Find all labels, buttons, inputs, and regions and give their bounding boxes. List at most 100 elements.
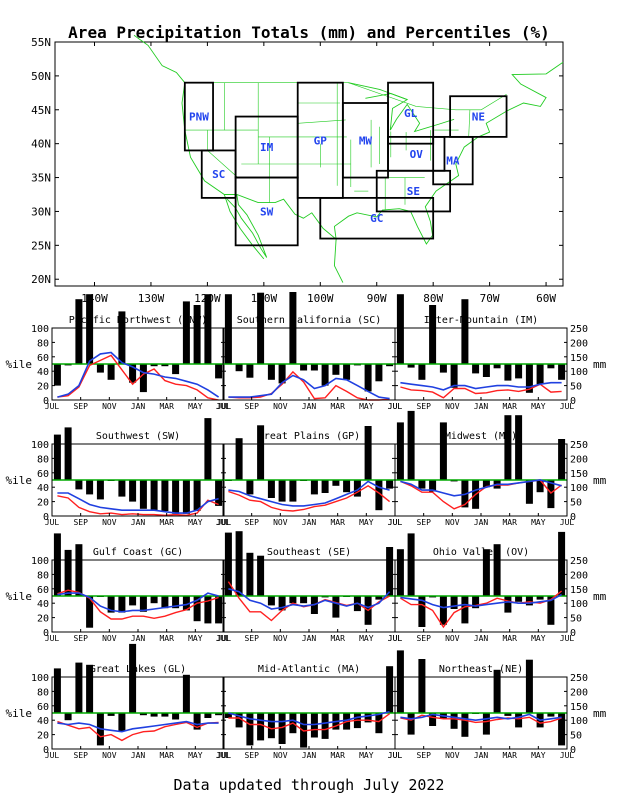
x-tick-label: JUL bbox=[216, 518, 231, 527]
map-coastlines bbox=[133, 34, 564, 283]
x-tick-label: NOV bbox=[102, 751, 117, 760]
bar bbox=[86, 596, 94, 628]
region-label-ne: NE bbox=[472, 111, 485, 124]
bar bbox=[536, 480, 544, 493]
percentile-line bbox=[228, 713, 391, 732]
bar bbox=[267, 364, 275, 380]
bar bbox=[343, 364, 351, 380]
bar bbox=[439, 596, 447, 625]
pct-tick-label: 100 bbox=[31, 556, 49, 567]
pct-tick-label: 40 bbox=[37, 483, 49, 494]
bar bbox=[504, 415, 512, 480]
region-label-ma: MA bbox=[446, 155, 460, 168]
percentile-line bbox=[57, 354, 219, 401]
pct-tick-label: 20 bbox=[37, 614, 49, 625]
x-tick-label: JAN bbox=[302, 402, 317, 411]
bar bbox=[193, 305, 201, 364]
x-tick-label: SEP bbox=[244, 751, 259, 760]
panel-0: Pacific Northwest (PNW) JUL SEP NOV JAN MAR MA… bbox=[6, 294, 232, 411]
x-tick-label: JUL bbox=[216, 402, 231, 411]
bar bbox=[204, 713, 212, 718]
x-tick-label: MAY bbox=[188, 751, 203, 760]
bar bbox=[300, 364, 308, 371]
bar bbox=[182, 301, 190, 364]
bar bbox=[396, 422, 404, 480]
bar bbox=[193, 596, 201, 622]
mm-tick-label: 100 bbox=[570, 716, 588, 727]
x-tick-label: NOV bbox=[445, 634, 460, 643]
bar bbox=[515, 713, 523, 728]
bar bbox=[53, 364, 61, 386]
region-label-gc: GC bbox=[370, 212, 383, 225]
bar bbox=[96, 480, 104, 500]
bar bbox=[310, 480, 318, 495]
bar bbox=[86, 480, 94, 495]
panel-10: Mid-Atlantic (MA) JUL SEP NOV JAN MAR MAY JUL bbox=[216, 664, 403, 760]
panel-7: Southeast (SE) JUL SEP NOV JAN MAR MAY JUL bbox=[216, 531, 402, 643]
lat-tick-label: 25N bbox=[31, 239, 51, 252]
footer-note: Data updated through July 2022 bbox=[174, 776, 445, 794]
panel-title: Mid-Atlantic (MA) bbox=[258, 664, 360, 675]
bar bbox=[547, 713, 555, 717]
region-label-pnw: PNW bbox=[189, 111, 209, 124]
mm-axis-label: mm bbox=[593, 474, 607, 487]
bar bbox=[246, 713, 254, 746]
panel-title: Southeast (SE) bbox=[267, 547, 351, 558]
x-tick-label: NOV bbox=[273, 751, 288, 760]
x-tick-label: JAN bbox=[131, 634, 146, 643]
panel-title: Southwest (SW) bbox=[96, 431, 180, 442]
x-tick-label: NOV bbox=[102, 518, 117, 527]
bar bbox=[289, 480, 297, 502]
mm-tick-label: 0 bbox=[570, 628, 576, 639]
precip-line bbox=[57, 351, 220, 398]
pct-axis-label: %ile bbox=[6, 358, 33, 371]
lat-tick-label: 55N bbox=[31, 36, 51, 49]
pct-tick-label: 80 bbox=[37, 338, 49, 349]
x-tick-label: NOV bbox=[273, 634, 288, 643]
bar bbox=[493, 669, 501, 713]
bar bbox=[439, 422, 447, 480]
bar bbox=[461, 713, 469, 737]
region-box-ma bbox=[432, 135, 474, 186]
region-box-pnw bbox=[183, 81, 214, 152]
coastline bbox=[181, 61, 564, 245]
mm-tick-label: 200 bbox=[570, 687, 588, 698]
x-tick-label: JAN bbox=[474, 518, 489, 527]
mm-tick-label: 0 bbox=[570, 396, 576, 407]
x-tick-label: JUL bbox=[45, 518, 60, 527]
bar bbox=[150, 596, 158, 604]
bar bbox=[215, 480, 223, 506]
bar bbox=[515, 596, 523, 602]
bar bbox=[235, 438, 243, 480]
x-tick-label: JUL bbox=[217, 518, 232, 527]
x-tick-label: JUL bbox=[388, 751, 403, 760]
bar bbox=[386, 480, 394, 489]
bar bbox=[64, 427, 72, 480]
precip-line bbox=[228, 588, 391, 610]
precip-line bbox=[400, 593, 562, 609]
bar bbox=[235, 364, 243, 372]
x-tick-label: JUL bbox=[388, 518, 403, 527]
x-tick-label: JUL bbox=[216, 751, 231, 760]
mm-tick-label: 100 bbox=[570, 367, 588, 378]
bar bbox=[547, 364, 555, 369]
mm-axis-label: mm bbox=[593, 707, 607, 720]
x-tick-label: SEP bbox=[244, 402, 259, 411]
x-tick-label: JUL bbox=[217, 402, 232, 411]
bar bbox=[64, 713, 72, 721]
region-label-sc: SC bbox=[212, 168, 225, 181]
region-label-gp: GP bbox=[314, 134, 328, 147]
region-box-gl bbox=[387, 81, 435, 145]
x-tick-label: SEP bbox=[416, 751, 431, 760]
bar bbox=[332, 480, 340, 486]
bar bbox=[375, 596, 383, 600]
bar bbox=[450, 713, 458, 729]
bar bbox=[418, 659, 426, 713]
bar bbox=[558, 439, 566, 480]
panel-title: Great Plains (GP) bbox=[258, 431, 360, 442]
region-label-se: SE bbox=[407, 185, 420, 198]
precip-line bbox=[57, 492, 219, 514]
bar bbox=[278, 364, 286, 384]
bar bbox=[547, 480, 555, 509]
bar bbox=[235, 531, 243, 596]
